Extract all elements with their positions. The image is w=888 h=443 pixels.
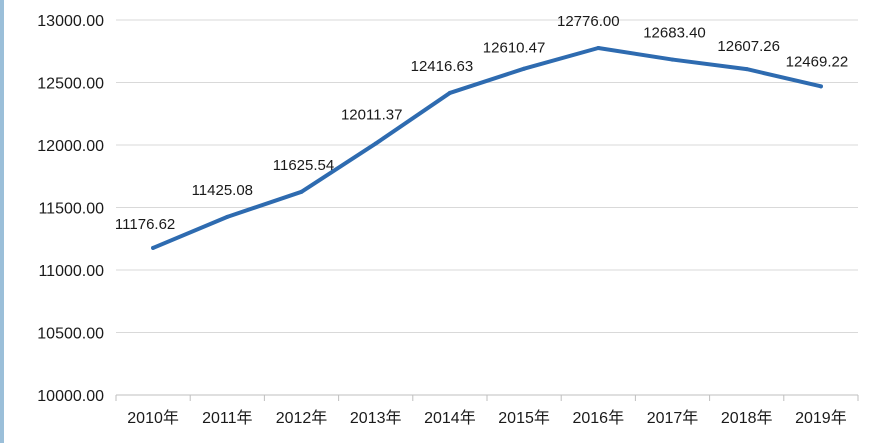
data-point bbox=[522, 66, 527, 71]
series-layer bbox=[151, 46, 823, 250]
data-label: 11625.54 bbox=[273, 157, 334, 174]
data-point bbox=[447, 90, 452, 95]
data-label: 12011.37 bbox=[341, 107, 402, 124]
data-label: 11425.08 bbox=[192, 182, 253, 199]
data-label: 12469.22 bbox=[786, 53, 849, 70]
data-label: 12607.26 bbox=[717, 38, 780, 55]
y-tick-label: 10000.00 bbox=[37, 388, 104, 405]
data-point bbox=[744, 67, 749, 72]
x-axis-ticks: 2010年 2011年 2012年 2013年 2014年 2015年 2016年 2017年… bbox=[127, 409, 846, 427]
x-axis bbox=[115, 394, 859, 401]
data-point bbox=[818, 84, 823, 89]
data-label: 12683.40 bbox=[643, 25, 706, 42]
data-point bbox=[151, 245, 156, 250]
x-tick-label: 2013年 bbox=[350, 409, 402, 427]
y-tick-label: 11000.00 bbox=[38, 263, 104, 280]
x-tick-label: 2017年 bbox=[647, 409, 699, 427]
y-tick-label: 12000.00 bbox=[37, 138, 104, 155]
data-point bbox=[299, 189, 304, 194]
x-tick-label: 2014年 bbox=[424, 409, 476, 427]
y-axis-ticks: 10000.00 10500.00 11000.00 11500.00 12000.00… bbox=[37, 13, 104, 405]
data-labels: 11176.62 11425.08 11625.54 12011.37 12416.63… bbox=[115, 13, 848, 233]
series-line bbox=[151, 46, 823, 250]
x-tick-label: 2019年 bbox=[795, 409, 847, 427]
x-tick-label: 2016年 bbox=[572, 409, 624, 427]
y-tick-label: 10500.00 bbox=[37, 326, 104, 343]
data-point bbox=[373, 141, 378, 146]
data-label: 12610.47 bbox=[483, 40, 546, 57]
data-point bbox=[596, 46, 601, 50]
x-tick-label: 2011年 bbox=[202, 409, 252, 427]
data-label: 11176.62 bbox=[115, 216, 175, 233]
data-point bbox=[670, 57, 675, 62]
left-edge-strip bbox=[0, 0, 4, 443]
x-tick-label: 2012年 bbox=[276, 409, 328, 427]
data-label: 12776.00 bbox=[557, 13, 620, 30]
data-point bbox=[225, 214, 230, 219]
data-label: 12416.63 bbox=[411, 58, 474, 75]
y-tick-label: 13000.00 bbox=[37, 13, 104, 30]
y-tick-label: 12500.00 bbox=[37, 76, 104, 93]
gridlines bbox=[116, 19, 858, 333]
y-tick-label: 11500.00 bbox=[38, 201, 104, 218]
x-tick-label: 2010年 bbox=[127, 409, 179, 427]
x-tick-label: 2015年 bbox=[498, 409, 550, 427]
x-tick-label: 2018年 bbox=[721, 409, 773, 427]
